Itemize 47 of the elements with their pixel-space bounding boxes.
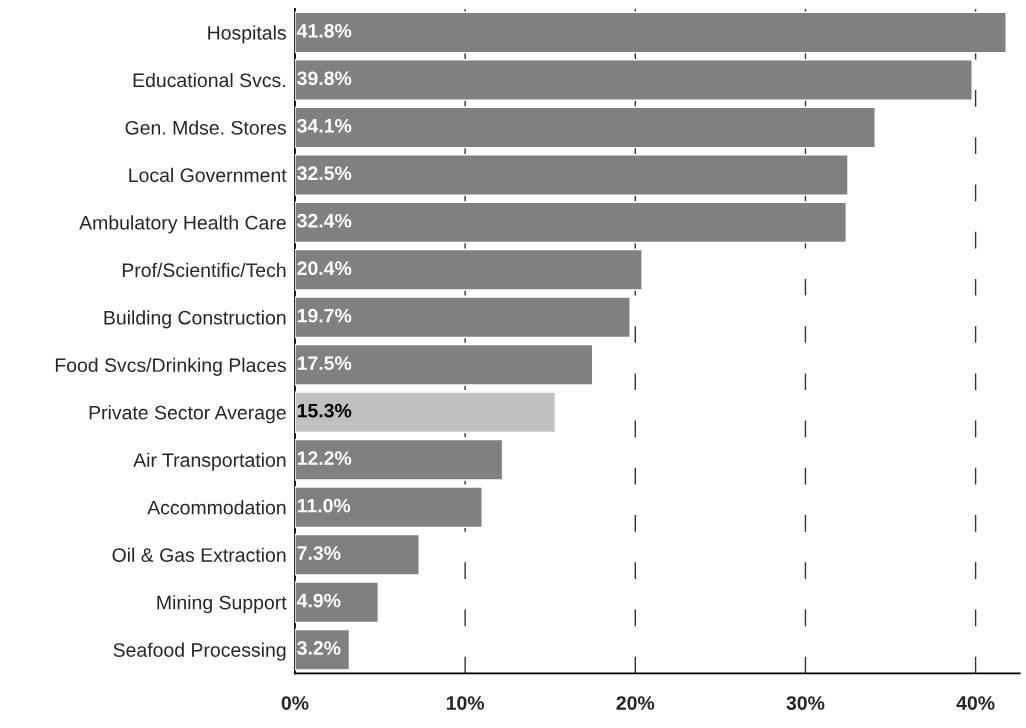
x-tick-label: 10%: [446, 696, 485, 710]
bar: [294, 106, 876, 149]
data-label: 19.7%: [297, 308, 352, 323]
bar: [294, 154, 849, 196]
bar: [294, 59, 973, 101]
bar: [294, 343, 594, 386]
x-tick-label: 0%: [281, 696, 309, 710]
bar: [294, 248, 643, 291]
y-tick-label: Air Transportation: [133, 452, 286, 471]
data-label: 32.4%: [297, 213, 352, 228]
data-label: 11.0%: [297, 498, 351, 513]
bar: [294, 533, 420, 576]
data-label: 4.9%: [296, 593, 341, 608]
data-label: 7.3%: [297, 546, 341, 560]
y-tick-label: Oil & Gas Extraction: [112, 547, 286, 562]
data-label: 17.5%: [297, 356, 352, 371]
y-tick-label: Prof/Scientific/Tech: [122, 262, 286, 278]
data-label: 34.1%: [297, 118, 352, 133]
y-tick-label: Private Sector Average: [89, 405, 286, 424]
bar: [294, 628, 351, 671]
bar: [294, 201, 847, 244]
y-tick-label: Mining Support: [157, 595, 287, 614]
data-label: 3.2%: [297, 641, 341, 655]
y-tick-label: Building Construction: [104, 310, 286, 329]
bar: [294, 391, 557, 434]
y-tick-label: Food Svcs/Drinking Places: [55, 357, 286, 376]
bar: [294, 438, 504, 481]
y-tick-label: Hospitals: [208, 25, 286, 44]
y-tick-label: Gen. Mdse. Stores: [125, 120, 286, 135]
y-tick-label: Educational Svcs.: [133, 72, 285, 88]
y-tick-label: Accommodation: [147, 500, 286, 515]
data-label: 20.4%: [297, 261, 352, 276]
bar: [294, 11, 1007, 54]
data-label: 15.3%: [297, 403, 352, 418]
x-tick-label: 20%: [616, 696, 655, 710]
data-label: 39.8%: [297, 71, 352, 86]
bar: [294, 296, 631, 339]
bar: [294, 581, 380, 624]
data-label: 41.8%: [296, 23, 352, 38]
x-tick-label: 40%: [956, 696, 995, 710]
y-tick-label: Seafood Processing: [113, 642, 286, 661]
y-tick-label: Local Government: [129, 167, 287, 183]
data-label: 32.5%: [297, 166, 352, 181]
bar: [294, 486, 483, 529]
x-tick-label: 30%: [786, 696, 825, 710]
data-label: 12.2%: [297, 451, 352, 465]
y-tick-label: Ambulatory Health Care: [79, 215, 286, 234]
